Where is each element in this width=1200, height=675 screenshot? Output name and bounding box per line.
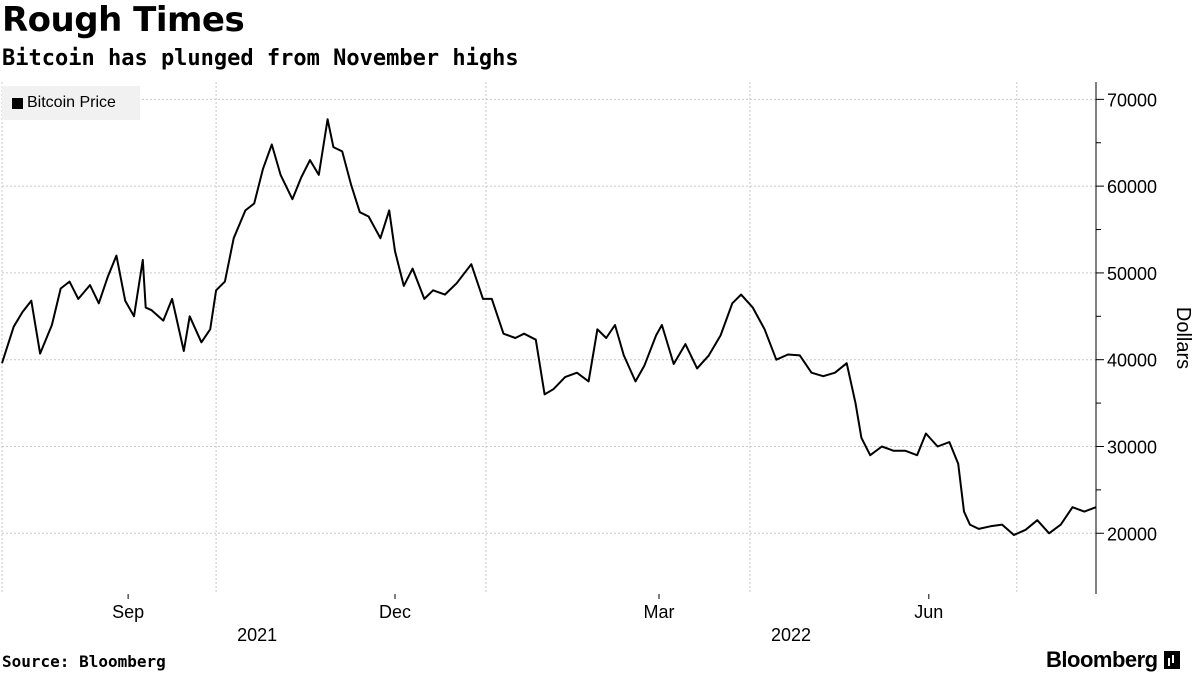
- legend-swatch: [12, 97, 23, 109]
- chart-legend: Bitcoin Price: [2, 86, 140, 120]
- legend-label: Bitcoin Price: [27, 94, 116, 111]
- y-tick-label: 20000: [1107, 524, 1157, 544]
- y-tick-label: 70000: [1107, 90, 1157, 110]
- x-year-label: 2021: [237, 625, 277, 645]
- x-tick-label: Jun: [914, 602, 943, 622]
- source-note: Source: Bloomberg: [2, 652, 166, 671]
- y-tick-label: 30000: [1107, 437, 1157, 457]
- y-tick-label: 50000: [1107, 264, 1157, 284]
- x-year-label: 2022: [771, 625, 811, 645]
- chart-subtitle: Bitcoin has plunged from November highs: [2, 46, 519, 71]
- x-tick-label: Sep: [112, 602, 144, 622]
- y-tick-label: 60000: [1107, 177, 1157, 197]
- brand-logo: Bloomberg: [1046, 647, 1180, 673]
- series-line-bitcoin-price: [1, 118, 1097, 536]
- y-axis-label: Dollars: [1172, 307, 1194, 369]
- bloomberg-chart-icon: [1163, 651, 1180, 669]
- x-tick-label: Dec: [379, 602, 411, 622]
- chart-title: Rough Times: [2, 0, 245, 40]
- brand-name: Bloomberg: [1046, 647, 1158, 672]
- y-tick-label: 40000: [1107, 351, 1157, 371]
- x-tick-label: Mar: [643, 602, 674, 622]
